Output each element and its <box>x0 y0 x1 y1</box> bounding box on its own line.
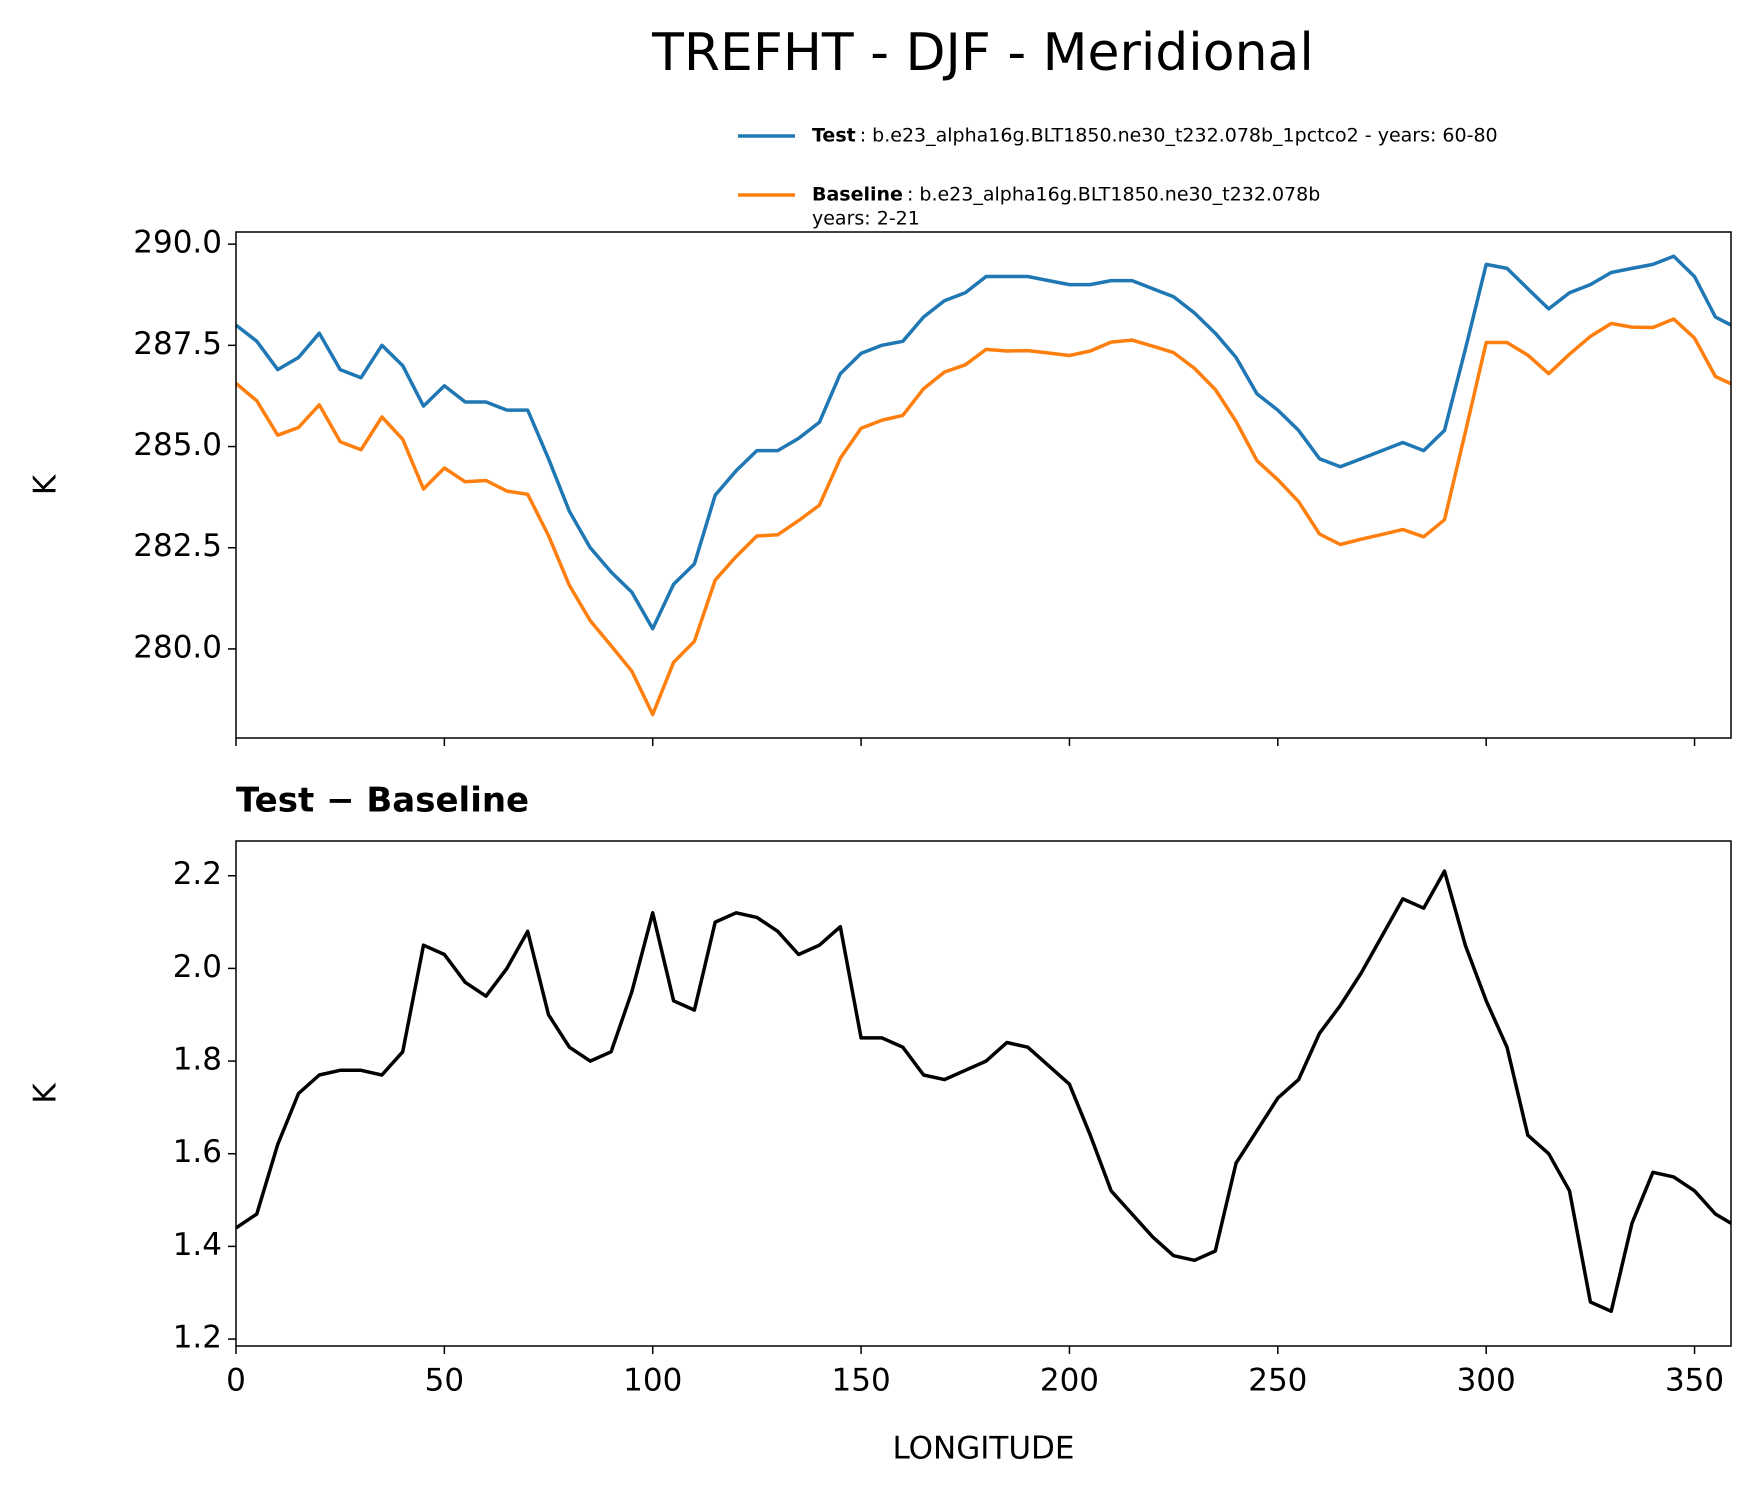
legend-text: : b.e23_alpha16g.BLT1850.ne30_t232.078b <box>907 184 1320 206</box>
y-tick-label: 290.0 <box>133 225 222 261</box>
legend-name: Baseline <box>812 184 903 206</box>
x-tick-label: 200 <box>1040 1363 1099 1399</box>
y-tick-label: 285.0 <box>133 427 222 463</box>
x-tick-label: 300 <box>1457 1363 1516 1399</box>
legend-text: : b.e23_alpha16g.BLT1850.ne30_t232.078b_… <box>860 125 1498 147</box>
y-tick-label: 287.5 <box>133 326 222 362</box>
y-tick-label: 2.2 <box>173 856 222 892</box>
x-tick-label: 150 <box>832 1363 891 1399</box>
y-tick-label: 2.0 <box>173 949 222 985</box>
figure-title: TREFHT - DJF - Meridional <box>651 23 1314 83</box>
subplot-title: Test − Baseline <box>236 781 529 821</box>
x-tick-label: 350 <box>1665 1363 1724 1399</box>
x-axis-label: LONGITUDE <box>892 1431 1074 1467</box>
legend-text: years: 2-21 <box>812 208 920 230</box>
data-line <box>234 317 1732 717</box>
axes-frame <box>235 231 1732 739</box>
data-line <box>235 869 1732 1314</box>
y-axis-label: K <box>28 474 64 495</box>
y-tick-label: 1.2 <box>173 1320 222 1356</box>
x-tick-label: 250 <box>1248 1363 1307 1399</box>
x-tick-label: 50 <box>425 1363 464 1399</box>
y-tick-label: 282.5 <box>133 528 222 564</box>
y-axis-label: K <box>28 1083 64 1104</box>
axes-frame <box>235 840 1732 1347</box>
y-tick-label: 1.4 <box>173 1227 222 1263</box>
data-line <box>234 254 1732 631</box>
x-tick-label: 0 <box>226 1363 246 1399</box>
x-tick-label: 100 <box>623 1363 682 1399</box>
y-tick-label: 1.6 <box>173 1134 222 1170</box>
legend-name: Test <box>812 125 856 147</box>
y-tick-label: 1.8 <box>173 1042 222 1078</box>
y-tick-label: 280.0 <box>133 629 222 665</box>
